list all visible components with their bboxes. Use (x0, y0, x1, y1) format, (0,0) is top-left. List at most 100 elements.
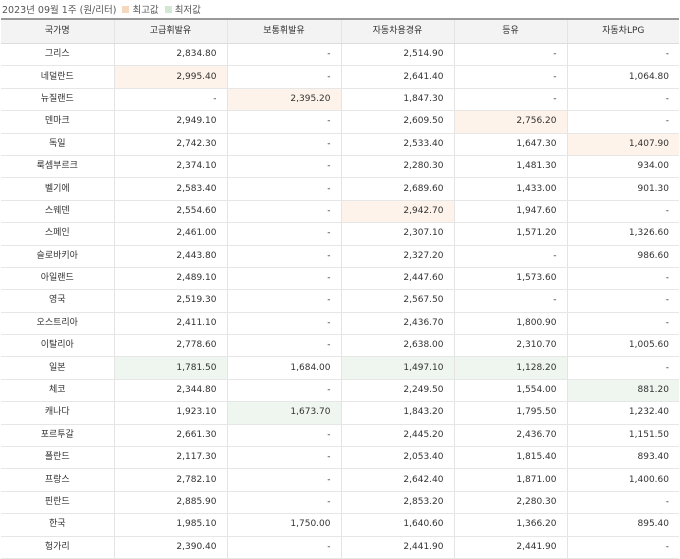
low-legend-label: 최저값 (174, 5, 201, 16)
country-name-cell: 프랑스 (1, 468, 114, 492)
price-cell: - (226, 155, 341, 179)
price-cell: 1,815.40 (453, 446, 567, 470)
price-cell: 2,853.20 (340, 491, 454, 515)
price-cell: - (226, 245, 341, 268)
price-cell: 2,514.90 (340, 43, 454, 67)
price-cell: 2,461.00 (113, 222, 227, 246)
country-name-cell: 아일랜드 (1, 267, 114, 291)
country-name-cell: 벨기에 (1, 177, 114, 201)
price-cell: - (226, 424, 341, 448)
price-cell: 2,567.50 (340, 289, 454, 313)
price-cell: 2,742.30 (113, 133, 227, 156)
price-cell: 881.20 (566, 379, 679, 403)
table-header-row: 국가명 고급휘발유 보통휘발유 자동차용경유 등유 자동차LPG (1, 18, 679, 44)
country-name-cell: 헝가리 (1, 536, 114, 559)
price-cell: 1,847.30 (340, 88, 454, 112)
table-row: 네덜란드 2,995.40-2,641.40-1,064.80 (1, 65, 679, 89)
price-cell: 1,433.00 (453, 177, 567, 201)
price-cell: 2,834.80 (113, 43, 227, 67)
table-row: 벨기에 2,583.40-2,689.60 1,433.00 901.30 (1, 177, 679, 201)
price-cell: 2,661.30 (113, 424, 227, 448)
price-cell: 2,441.90 (453, 536, 567, 559)
price-cell: - (453, 88, 567, 112)
country-name-cell: 일본 (1, 356, 114, 380)
country-name-cell: 한국 (1, 513, 114, 537)
country-name-cell: 핀란드 (1, 491, 114, 515)
price-cell: 2,307.10 (340, 222, 454, 246)
price-cell: 895.40 (566, 513, 679, 537)
country-name-cell: 스웨덴 (1, 200, 114, 224)
price-cell: 1,151.50 (566, 424, 679, 448)
price-cell: 1,554.00 (453, 379, 567, 403)
price-cell: 1,326.60 (566, 222, 679, 246)
country-name-cell: 체코 (1, 379, 114, 403)
table-row: 스웨덴 2,554.60-2,942.70 1,947.60- (1, 200, 679, 224)
price-cell: 1,684.00 (226, 356, 341, 380)
table-row: 룩셈부르크 2,374.10-2,280.30 1,481.30 934.00 (1, 155, 679, 179)
table-row: 캐나다 1,923.10 1,673.70 1,843.20 1,795.50 1,232… (1, 401, 679, 425)
price-cell: 1,871.00 (453, 468, 567, 492)
price-cell: 1,497.10 (340, 356, 454, 380)
table-row: 덴마크 2,949.10-2,609.50 2,756.20- (1, 110, 679, 134)
price-cell: - (566, 536, 679, 559)
price-cell: 2,374.10 (113, 155, 227, 179)
price-cell: - (226, 110, 341, 134)
price-cell: 2,344.80 (113, 379, 227, 403)
country-name-cell: 독일 (1, 133, 114, 156)
price-cell: 1,640.60 (340, 513, 454, 537)
low-legend-swatch (164, 5, 172, 13)
price-cell: 934.00 (566, 155, 679, 179)
price-cell: 1,064.80 (566, 65, 679, 89)
price-cell: - (226, 334, 341, 358)
table-row: 폴란드 2,117.30-2,053.40 1,815.40 893.40 (1, 446, 679, 470)
price-cell: 1,750.00 (226, 513, 341, 537)
country-column-header: 국가명 (1, 18, 114, 44)
price-cell: 2,395.20 (226, 88, 341, 112)
price-cell: - (226, 289, 341, 313)
diesel-column-header: 자동차용경유 (340, 18, 454, 44)
price-cell: - (566, 110, 679, 134)
price-cell: 1,005.60 (566, 334, 679, 358)
price-cell: 2,390.40 (113, 536, 227, 559)
price-cell: 2,778.60 (113, 334, 227, 358)
price-cell: 2,885.90 (113, 491, 227, 515)
table-caption: 2023년 09월 1주 (원/리터) 최고값 최저값 (0, 0, 680, 18)
price-cell: - (453, 65, 567, 89)
price-cell: 2,280.30 (340, 155, 454, 179)
price-cell: 2,554.60 (113, 200, 227, 224)
country-name-cell: 슬로바키아 (1, 245, 114, 268)
table-row: 한국 1,985.10 1,750.00 1,640.60 1,366.20 895.40 (1, 513, 679, 537)
price-cell: 901.30 (566, 177, 679, 201)
price-cell: - (226, 379, 341, 403)
price-cell: 1,400.60 (566, 468, 679, 492)
price-cell: - (453, 245, 567, 268)
price-cell: 1,232.40 (566, 401, 679, 425)
price-cell: - (226, 446, 341, 470)
table-row: 영국 2,519.30-2,567.50- - (1, 289, 679, 313)
price-cell: 986.60 (566, 245, 679, 268)
lpg-column-header: 자동차LPG (566, 18, 679, 44)
price-cell: 2,642.40 (340, 468, 454, 492)
price-cell: 2,249.50 (340, 379, 454, 403)
price-cell: - (566, 491, 679, 515)
price-cell: - (566, 356, 679, 380)
price-cell: 2,443.80 (113, 245, 227, 268)
price-cell: 1,781.50 (113, 356, 227, 380)
price-cell: 1,573.60 (453, 267, 567, 291)
price-cell: 2,942.70 (340, 200, 454, 224)
price-cell: - (113, 88, 227, 112)
table-row: 포르투갈 2,661.30-2,445.20 2,436.70 1,151.50 (1, 424, 679, 448)
price-cell: - (226, 267, 341, 291)
table-row: 그리스 2,834.80-2,514.90- - (1, 43, 679, 67)
country-name-cell: 덴마크 (1, 110, 114, 134)
price-cell: - (566, 289, 679, 313)
price-cell: 1,947.60 (453, 200, 567, 224)
price-cell: 1,795.50 (453, 401, 567, 425)
price-cell: 2,436.70 (453, 424, 567, 448)
price-cell: 2,411.10 (113, 312, 227, 336)
price-cell: 2,782.10 (113, 468, 227, 492)
price-cell: - (566, 43, 679, 67)
table-row: 체코 2,344.80-2,249.50 1,554.00 881.20 (1, 379, 679, 403)
country-name-cell: 네덜란드 (1, 65, 114, 89)
price-cell: 2,756.20 (453, 110, 567, 134)
